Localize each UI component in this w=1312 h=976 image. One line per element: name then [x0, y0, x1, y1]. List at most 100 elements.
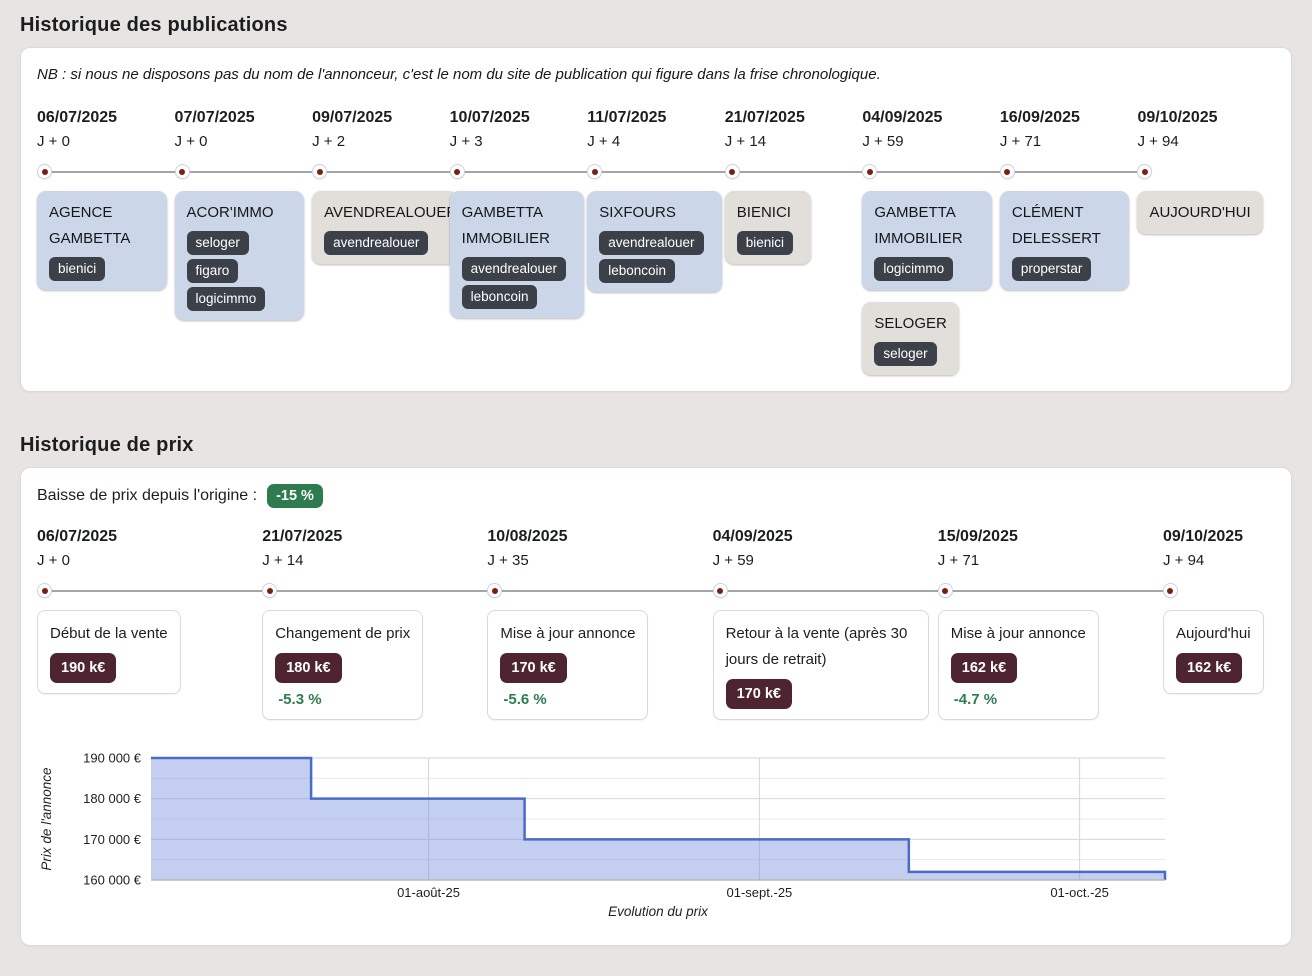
site-tag: avendrealouer [599, 231, 703, 255]
timeline-dot [1137, 164, 1152, 179]
event-day-offset: J + 71 [938, 551, 1163, 571]
site-tags: selogerfigarologicimmo [187, 228, 293, 312]
price-drop-badge: -15 % [267, 484, 323, 508]
timeline-column: 07/07/2025J + 0ACOR'IMMOselogerfigarolog… [175, 107, 313, 375]
site-tag: figaro [187, 259, 239, 283]
site-tags: avendrealouer [324, 228, 446, 256]
timeline-column: 06/07/2025J + 0Début de la vente190 k€ [37, 526, 262, 720]
advertiser-name: AVENDREALOUER [324, 200, 446, 226]
event-cards: Changement de prix180 k€-5.3 % [262, 610, 487, 720]
event-day-offset: J + 94 [1163, 551, 1275, 571]
timeline-segment [175, 164, 313, 179]
timeline-segment [938, 583, 1163, 598]
price-event-label: Mise à jour annonce [500, 621, 635, 647]
price-badge: 170 k€ [500, 653, 566, 683]
timeline-segment [1137, 164, 1275, 179]
event-cards: Aujourd'hui162 k€ [1163, 610, 1275, 694]
site-tags: bienici [737, 228, 799, 256]
timeline-dot [713, 583, 728, 598]
advertiser-name: AGENCE GAMBETTA [49, 200, 155, 252]
y-axis-tick: 190 000 € [83, 751, 142, 766]
event-day-offset: J + 71 [1000, 132, 1138, 152]
event-date: 10/07/2025 [450, 107, 588, 129]
site-tags: logicimmo [874, 254, 980, 282]
event-date: 04/09/2025 [862, 107, 1000, 129]
site-tags: bienici [49, 254, 155, 282]
prices-panel: Baisse de prix depuis l'origine : -15 % … [20, 467, 1292, 946]
site-tags: seloger [874, 339, 947, 367]
event-cards: GAMBETTA IMMOBILIERlogicimmo SELOGER selog… [862, 191, 1000, 375]
timeline-column: 09/10/2025J + 94AUJOURD'HUI [1137, 107, 1275, 375]
timeline-column: 09/10/2025 J + 94 Aujourd'hui162 k€ [1163, 526, 1275, 720]
publication-card: SELOGER seloger [862, 302, 959, 375]
event-day-offset: J + 14 [262, 551, 487, 571]
event-date: 09/07/2025 [312, 107, 450, 129]
prices-timeline: 06/07/2025J + 0Début de la vente190 k€21… [37, 526, 1275, 720]
event-date: 09/10/2025 [1137, 107, 1275, 129]
event-cards: GAMBETTA IMMOBILIER avendrealouer leboncoi… [450, 191, 588, 318]
timeline-column: 06/07/2025J + 0AGENCE GAMBETTAbienici [37, 107, 175, 375]
timeline-segment [37, 164, 175, 179]
timeline-column: 04/09/2025 J + 59 Retour à la vente (après… [713, 526, 938, 720]
prices-section: Historique de prix Baisse de prix depuis… [20, 434, 1292, 946]
site-tag: leboncoin [462, 285, 538, 309]
timeline-segment [862, 164, 1000, 179]
x-axis-tick: 01-août-25 [397, 885, 460, 900]
event-cards: SIXFOURSavendrealouerleboncoin [587, 191, 725, 292]
event-day-offset: J + 4 [587, 132, 725, 152]
timeline-column: 16/09/2025J + 71CLÉMENT DELESSERTpropers… [1000, 107, 1138, 375]
site-tag: properstar [1012, 257, 1092, 281]
x-axis-title: Evolution du prix [608, 904, 709, 919]
price-badge: 162 k€ [951, 653, 1017, 683]
publication-card: GAMBETTA IMMOBILIER avendrealouer leboncoi… [450, 191, 584, 318]
publications-title: Historique des publications [20, 14, 1292, 37]
price-evolution-chart: 190 000 €180 000 €170 000 €160 000 €01-a… [37, 746, 1277, 924]
publication-card: SIXFOURSavendrealouerleboncoin [587, 191, 721, 292]
price-event-label: Mise à jour annonce [951, 621, 1086, 647]
timeline-column: 21/07/2025J + 14Changement de prix180 k€… [262, 526, 487, 720]
event-cards: Mise à jour annonce 170 k€ -5.6 % [487, 610, 712, 720]
site-tag: logicimmo [187, 287, 266, 311]
price-change-percent: -5.6 % [500, 691, 635, 709]
event-day-offset: J + 59 [713, 551, 938, 571]
event-date: 10/08/2025 [487, 526, 712, 548]
x-axis-tick: 01-sept.-25 [727, 885, 793, 900]
site-tag: leboncoin [599, 259, 675, 283]
event-day-offset: J + 0 [37, 551, 262, 571]
price-drop-label: Baisse de prix depuis l'origine : [37, 487, 257, 505]
event-cards: Mise à jour annonce162 k€-4.7 % [938, 610, 1163, 720]
timeline-dot [37, 583, 52, 598]
y-axis-title: Prix de l'annonce [39, 767, 54, 870]
event-day-offset: J + 0 [37, 132, 175, 152]
timeline-segment [312, 164, 450, 179]
event-date: 09/10/2025 [1163, 526, 1275, 548]
advertiser-name: GAMBETTA IMMOBILIER [462, 200, 572, 252]
event-date: 07/07/2025 [175, 107, 313, 129]
timeline-segment [262, 583, 487, 598]
prices-title: Historique de prix [20, 434, 1292, 457]
publication-card: AVENDREALOUERavendrealouer [312, 191, 458, 264]
timeline-column: 21/07/2025J + 14BIENICIbienici [725, 107, 863, 375]
event-date: 04/09/2025 [713, 526, 938, 548]
site-tags: avendrealouer leboncoin [599, 228, 709, 284]
timeline-dot [37, 164, 52, 179]
timeline-column: 11/07/2025J + 4SIXFOURSavendrealouerlebo… [587, 107, 725, 375]
event-day-offset: J + 2 [312, 132, 450, 152]
price-event-label: Retour à la vente (après 30 jours de ret… [726, 621, 916, 673]
price-badge: 170 k€ [726, 679, 792, 709]
site-tag: seloger [874, 342, 936, 366]
event-cards: AGENCE GAMBETTAbienici [37, 191, 175, 290]
event-day-offset: J + 14 [725, 132, 863, 152]
timeline-column: 04/09/2025J + 59GAMBETTA IMMOBILIERlogic… [862, 107, 1000, 375]
timeline-segment [587, 164, 725, 179]
page: Historique des publications NB : si nous… [20, 14, 1292, 946]
timeline-dot [725, 164, 740, 179]
event-date: 11/07/2025 [587, 107, 725, 129]
publications-timeline: 06/07/2025J + 0AGENCE GAMBETTAbienici07/… [37, 107, 1275, 375]
site-tag: avendrealouer [462, 257, 566, 281]
advertiser-name: GAMBETTA IMMOBILIER [874, 200, 980, 252]
publications-note: NB : si nous ne disposons pas du nom de … [37, 66, 1275, 83]
event-day-offset: J + 94 [1137, 132, 1275, 152]
advertiser-name: SELOGER [874, 311, 947, 337]
event-cards: BIENICIbienici [725, 191, 863, 264]
